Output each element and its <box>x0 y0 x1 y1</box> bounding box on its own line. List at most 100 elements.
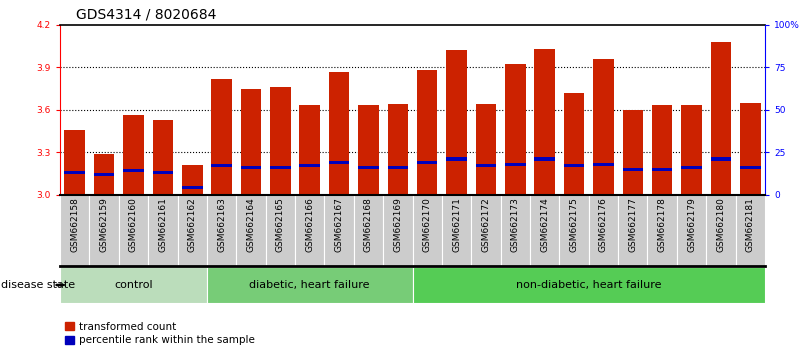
Text: GSM662170: GSM662170 <box>423 197 432 252</box>
Bar <box>354 195 383 266</box>
Bar <box>471 195 501 266</box>
Bar <box>710 42 731 195</box>
Bar <box>388 166 408 169</box>
Bar <box>119 195 148 266</box>
Text: GSM662181: GSM662181 <box>746 197 755 252</box>
Bar <box>182 165 203 195</box>
Bar <box>60 267 207 303</box>
Bar <box>564 93 584 195</box>
Bar <box>123 169 144 172</box>
Bar <box>295 195 324 266</box>
Bar <box>706 195 735 266</box>
Text: GSM662168: GSM662168 <box>364 197 373 252</box>
Bar <box>413 267 765 303</box>
Bar <box>740 166 760 169</box>
Text: GSM662172: GSM662172 <box>481 197 490 252</box>
Text: GDS4314 / 8020684: GDS4314 / 8020684 <box>76 7 216 21</box>
Bar <box>358 105 379 195</box>
Text: GSM662164: GSM662164 <box>247 197 256 252</box>
Bar <box>647 195 677 266</box>
Text: GSM662163: GSM662163 <box>217 197 226 252</box>
Bar <box>270 166 291 169</box>
Bar <box>534 49 555 195</box>
Text: GSM662169: GSM662169 <box>393 197 402 252</box>
Bar <box>622 168 643 171</box>
Bar <box>236 195 266 266</box>
Bar <box>446 158 467 161</box>
Text: diabetic, heart failure: diabetic, heart failure <box>249 280 370 290</box>
Bar <box>240 88 261 195</box>
Text: GSM662171: GSM662171 <box>452 197 461 252</box>
Bar <box>735 195 765 266</box>
Bar <box>559 195 589 266</box>
Bar <box>182 186 203 189</box>
Bar <box>622 110 643 195</box>
Bar <box>589 195 618 266</box>
Bar <box>90 195 119 266</box>
Text: disease state: disease state <box>1 280 75 290</box>
Bar <box>148 195 178 266</box>
Text: GSM662175: GSM662175 <box>570 197 578 252</box>
Bar <box>383 195 413 266</box>
Text: non-diabetic, heart failure: non-diabetic, heart failure <box>516 280 662 290</box>
Bar <box>64 130 85 195</box>
Bar <box>123 115 144 195</box>
Bar <box>564 164 584 167</box>
Bar <box>593 59 614 195</box>
Bar <box>505 64 525 195</box>
Bar <box>60 195 90 266</box>
Bar <box>681 105 702 195</box>
Bar <box>328 72 349 195</box>
Text: control: control <box>115 280 153 290</box>
Text: GSM662178: GSM662178 <box>658 197 666 252</box>
Bar <box>328 161 349 164</box>
Text: GSM662174: GSM662174 <box>540 197 549 252</box>
Bar <box>94 154 115 195</box>
Bar <box>152 120 173 195</box>
Legend: transformed count, percentile rank within the sample: transformed count, percentile rank withi… <box>66 322 255 345</box>
Text: GSM662177: GSM662177 <box>628 197 638 252</box>
Text: GSM662167: GSM662167 <box>335 197 344 252</box>
Bar <box>413 195 442 266</box>
Bar <box>417 70 437 195</box>
Text: GSM662180: GSM662180 <box>716 197 726 252</box>
Bar <box>417 161 437 164</box>
Text: GSM662176: GSM662176 <box>599 197 608 252</box>
Bar <box>207 267 413 303</box>
Bar <box>442 195 471 266</box>
Bar <box>476 104 496 195</box>
Text: GSM662165: GSM662165 <box>276 197 285 252</box>
Bar <box>618 195 647 266</box>
Bar <box>94 173 115 176</box>
Bar <box>534 158 555 161</box>
Bar <box>681 166 702 169</box>
Bar <box>300 164 320 167</box>
Text: GSM662173: GSM662173 <box>511 197 520 252</box>
Text: GSM662160: GSM662160 <box>129 197 138 252</box>
Text: GSM662162: GSM662162 <box>187 197 197 252</box>
Text: GSM662159: GSM662159 <box>99 197 109 252</box>
Bar <box>152 171 173 174</box>
Text: GSM662161: GSM662161 <box>159 197 167 252</box>
Bar <box>266 195 295 266</box>
Bar <box>446 50 467 195</box>
Bar <box>240 166 261 169</box>
Bar <box>178 195 207 266</box>
Bar <box>652 168 672 171</box>
Bar <box>211 79 232 195</box>
Text: GSM662179: GSM662179 <box>687 197 696 252</box>
Bar <box>710 158 731 161</box>
Text: GSM662158: GSM662158 <box>70 197 79 252</box>
Bar <box>677 195 706 266</box>
Text: GSM662166: GSM662166 <box>305 197 314 252</box>
Bar <box>211 164 232 167</box>
Bar <box>501 195 530 266</box>
Bar <box>593 162 614 166</box>
Bar <box>652 105 672 195</box>
Bar <box>300 105 320 195</box>
Bar <box>476 164 496 167</box>
Bar <box>530 195 559 266</box>
Bar <box>505 162 525 166</box>
Bar <box>388 104 408 195</box>
Bar <box>324 195 354 266</box>
